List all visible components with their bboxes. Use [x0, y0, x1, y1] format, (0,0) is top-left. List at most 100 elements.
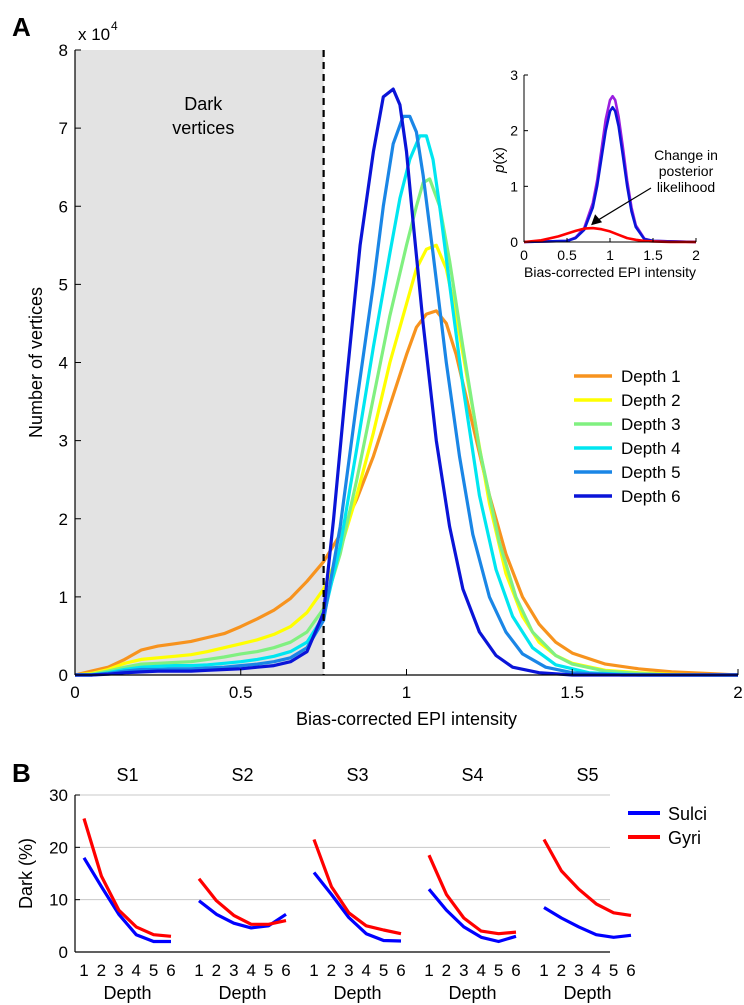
y-tick-label: 4: [59, 354, 68, 373]
x-tick-label: 2: [733, 683, 742, 702]
y-tick-label: 0: [59, 666, 68, 685]
y-tick-label: 0: [59, 943, 68, 962]
y-axis-title: Number of vertices: [26, 287, 46, 438]
x-axis-title-S4: Depth: [448, 983, 496, 1003]
inset-x-tick-label: 0.5: [557, 247, 577, 263]
x-tick-label-S4: 3: [459, 961, 468, 980]
y-tick-label: 6: [59, 197, 68, 216]
subplot-title-S4: S4: [461, 765, 483, 785]
gyri-line-S2: [197, 877, 287, 926]
inset-annotation-line-1: Change in: [654, 147, 718, 163]
y-tick-label: 1: [59, 588, 68, 607]
legend-label-depth-3: Depth 3: [621, 415, 681, 434]
y-tick-label: 3: [59, 432, 68, 451]
dark-vertices-label-line1: Dark: [184, 94, 223, 114]
x-tick-label-S2: 6: [281, 961, 290, 980]
series-line-depth-6: [75, 87, 738, 677]
x-tick-label-S3: 5: [379, 961, 388, 980]
gyri-line-S3: [312, 838, 402, 936]
panel-label-b: B: [12, 758, 31, 788]
series-line-depth-5: [75, 114, 738, 677]
x-axis-title: Bias-corrected EPI intensity: [296, 709, 517, 729]
x-tick-label-S3: 3: [344, 961, 353, 980]
inset-series-line-3: [523, 226, 696, 244]
y-tick-label: 30: [49, 786, 68, 805]
annotation-arrow-head: [591, 214, 603, 226]
subplot-title-S3: S3: [346, 765, 368, 785]
inset-x-tick-label: 1: [606, 247, 614, 263]
x-tick-label-S2: 2: [212, 961, 221, 980]
x-tick-label-S5: 5: [609, 961, 618, 980]
x-tick-label-S1: 5: [149, 961, 158, 980]
x-tick-label-S4: 2: [442, 961, 451, 980]
x-tick-label-S4: 4: [476, 961, 485, 980]
gyri-line-S5: [542, 838, 632, 917]
x-axis-title-S5: Depth: [563, 983, 611, 1003]
x-tick-label-S5: 2: [557, 961, 566, 980]
inset-x-tick-label: 0: [520, 247, 528, 263]
inset-y-title-arg: (x): [491, 147, 508, 165]
gyri-line-S1: [82, 818, 172, 938]
x-tick-label: 1.5: [560, 683, 584, 702]
y-tick-label: 7: [59, 119, 68, 138]
inset-x-axis-title: Bias-corrected EPI intensity: [524, 264, 696, 280]
gyri-line-S4: [427, 854, 517, 936]
x-tick-label-S3: 4: [361, 961, 370, 980]
sulci-line-S1: [82, 856, 171, 944]
series-line-depth-4: [75, 134, 738, 677]
x-axis-title-S1: Depth: [103, 983, 151, 1003]
inset-y-axis-title: p(x): [491, 147, 508, 174]
subplot-title-S1: S1: [116, 765, 138, 785]
sulci-line-S4: [427, 888, 517, 944]
y-tick-label: 2: [59, 510, 68, 529]
x-tick-label-S5: 1: [539, 961, 548, 980]
panel-label-a: A: [12, 12, 31, 42]
sulci-line-S5: [543, 906, 632, 939]
subplot-title-S5: S5: [576, 765, 598, 785]
y-tick-label: 10: [49, 891, 68, 910]
x-tick-label-S1: 4: [131, 961, 140, 980]
x-tick-label-S1: 2: [97, 961, 106, 980]
dark-vertices-label-line2: vertices: [172, 118, 234, 138]
x-tick-label-S2: 5: [264, 961, 273, 980]
x-tick-label: 0: [70, 683, 79, 702]
x-axis-title-S2: Depth: [218, 983, 266, 1003]
legend-label-gyri: Gyri: [668, 828, 701, 848]
inset-annotation-line-3: likelihood: [657, 179, 715, 195]
x-tick-label: 1: [402, 683, 411, 702]
inset-y-tick-label: 3: [510, 67, 518, 83]
x-tick-label-S5: 3: [574, 961, 583, 980]
inset-annotation-line-2: posterior: [659, 163, 714, 179]
y-scale-multiplier: x 10: [78, 25, 110, 44]
x-tick-label-S3: 1: [309, 961, 318, 980]
inset-y-tick-label: 1: [510, 178, 518, 194]
inset-y-tick-label: 0: [510, 234, 518, 250]
y-tick-label: 20: [49, 838, 68, 857]
inset-y-title-p: p: [491, 165, 508, 174]
series-line-depth-1: [74, 309, 739, 677]
x-tick-label-S1: 1: [79, 961, 88, 980]
x-axis-title-S3: Depth: [333, 983, 381, 1003]
y-axis-title: Dark (%): [16, 838, 36, 909]
x-tick-label-S2: 3: [229, 961, 238, 980]
legend-label-depth-4: Depth 4: [621, 439, 681, 458]
legend-label-depth-6: Depth 6: [621, 487, 681, 506]
series-line-depth-3: [74, 177, 738, 677]
legend-label-depth-2: Depth 2: [621, 391, 681, 410]
inset-x-tick-label: 2: [692, 247, 700, 263]
x-tick-label-S1: 6: [166, 961, 175, 980]
y-scale-exponent: 4: [111, 19, 118, 33]
inset-x-tick-label: 1.5: [643, 247, 663, 263]
x-tick-label-S3: 6: [396, 961, 405, 980]
x-tick-label-S3: 2: [327, 961, 336, 980]
x-tick-label: 0.5: [229, 683, 253, 702]
x-tick-label-S2: 1: [194, 961, 203, 980]
x-tick-label-S4: 5: [494, 961, 503, 980]
y-tick-label: 5: [59, 275, 68, 294]
annotation-arrow-line: [595, 187, 652, 222]
x-tick-label-S5: 6: [626, 961, 635, 980]
